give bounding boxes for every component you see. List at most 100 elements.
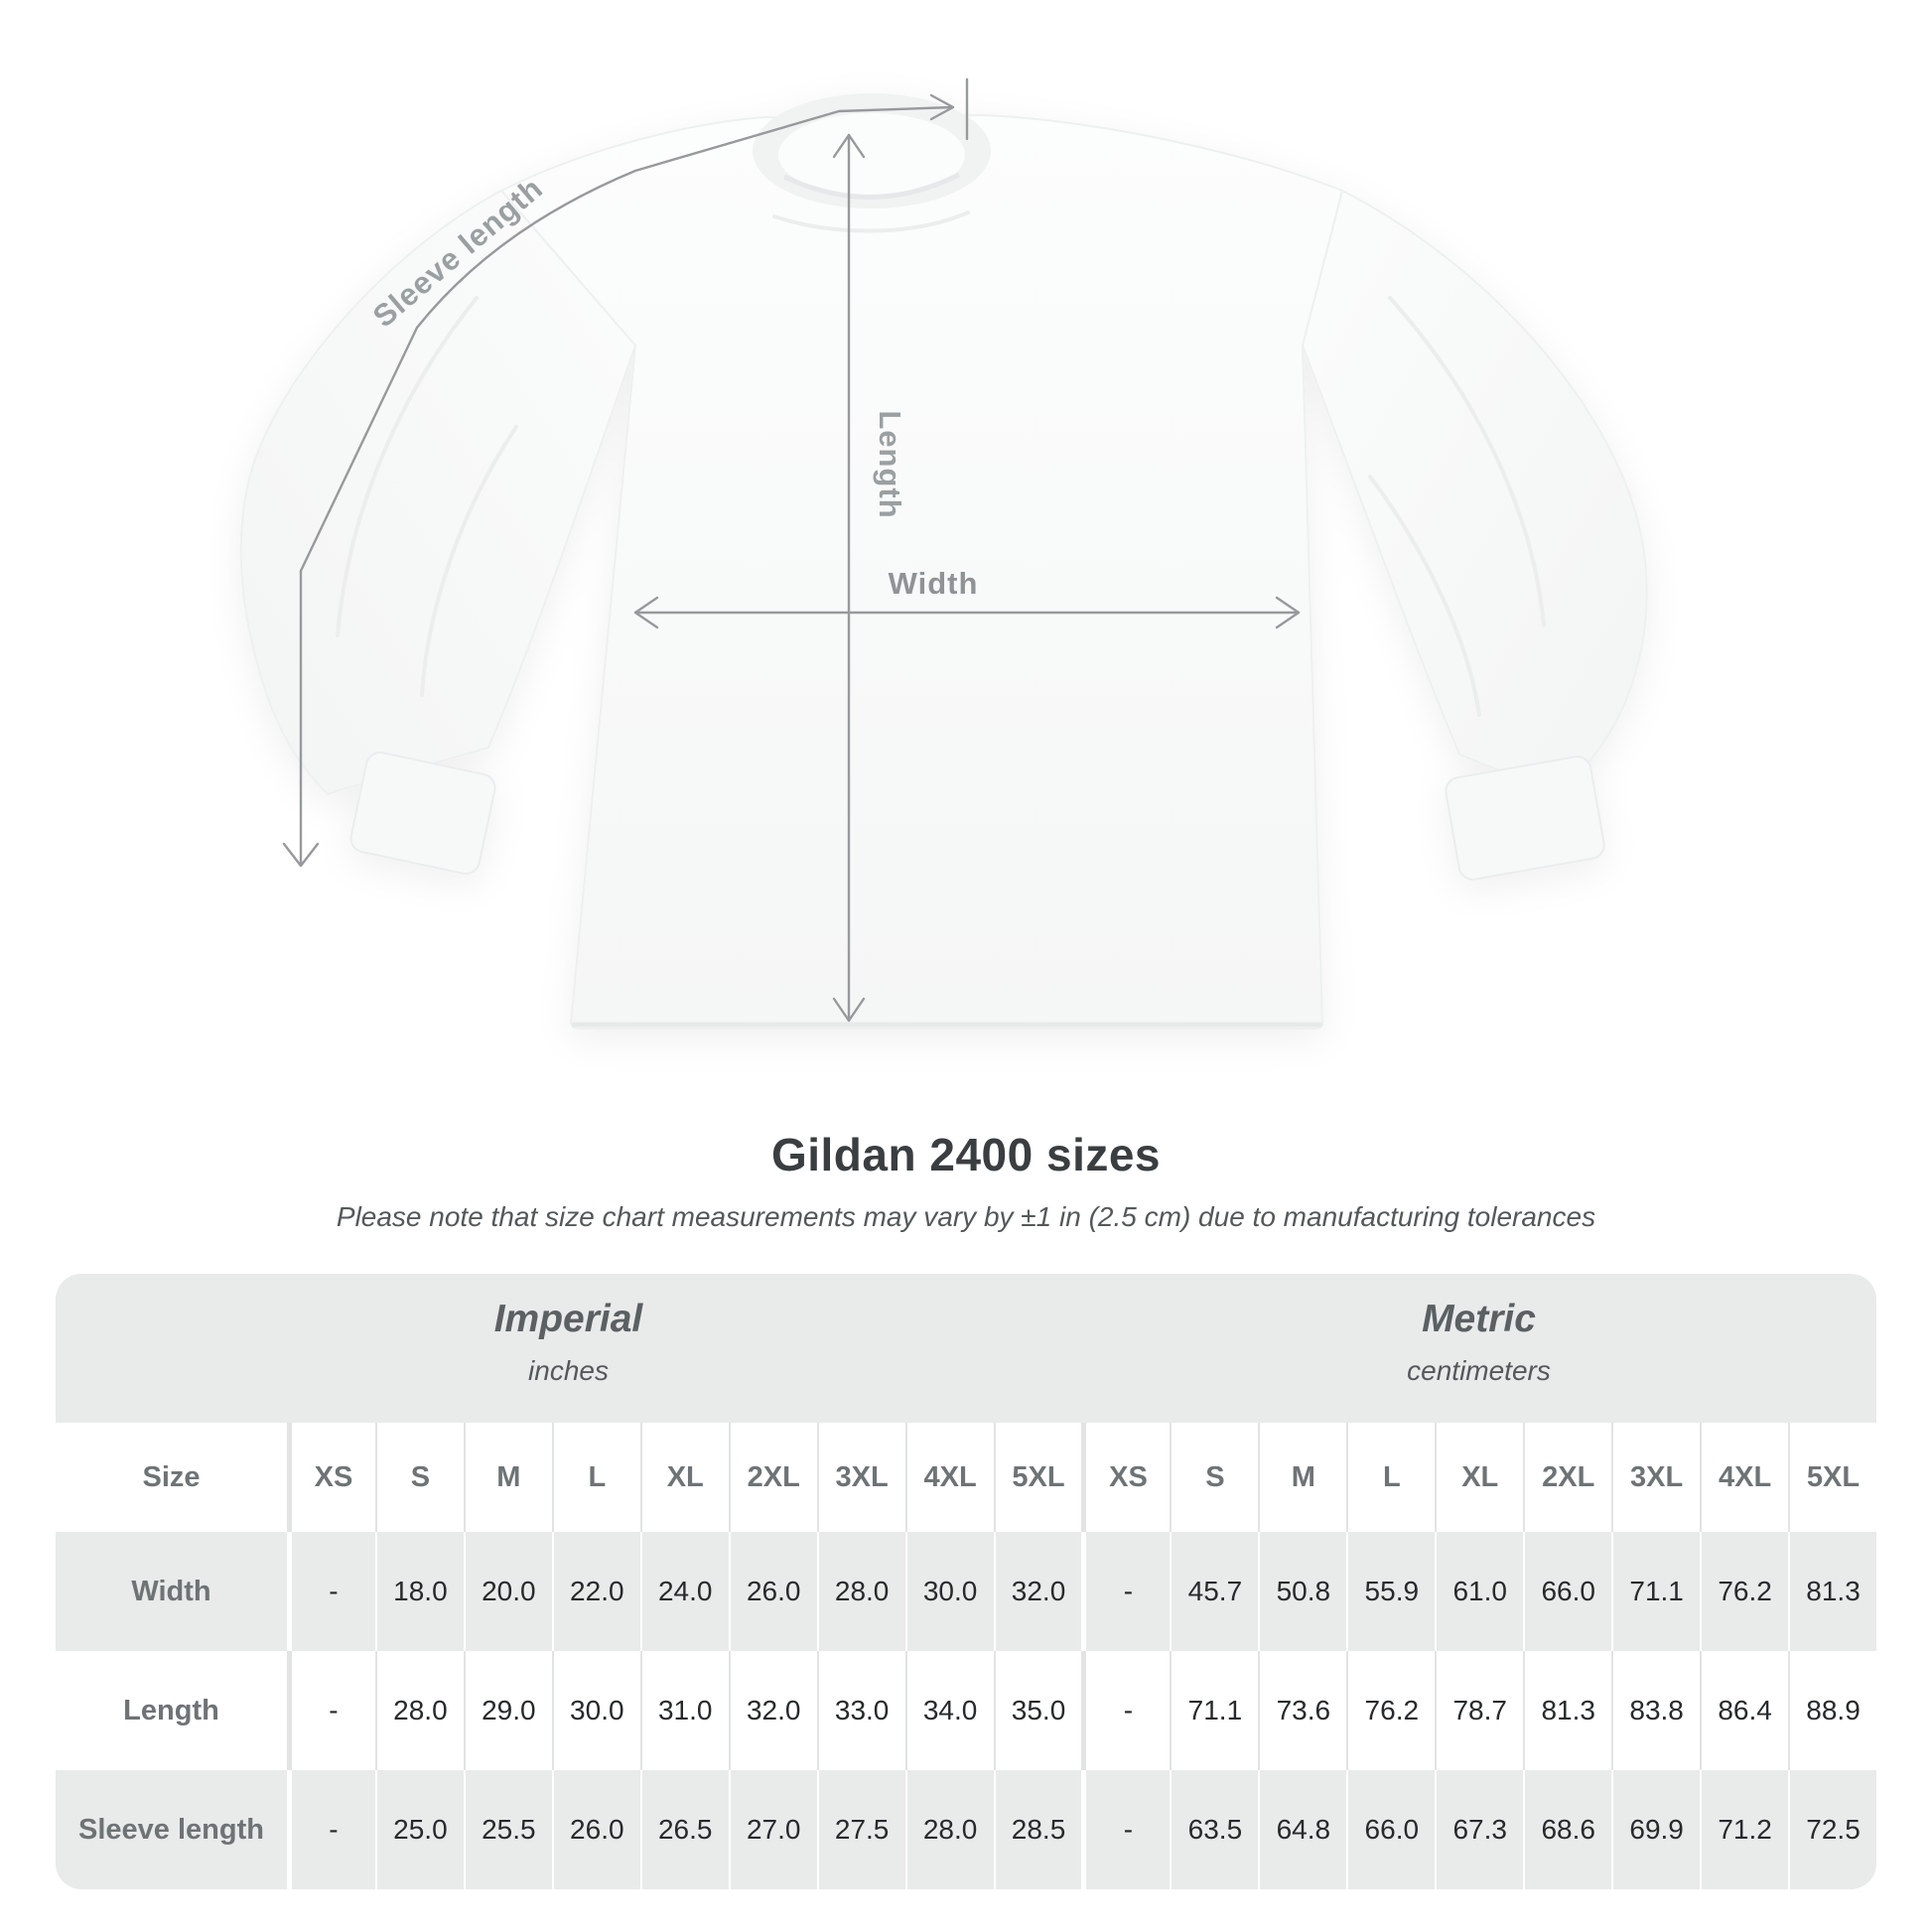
imperial-value-cell: 24.0 <box>639 1532 729 1651</box>
table-row: Length -28.0 29.0 30.0 31.0 32.0 33.0 34.0 35.0-… <box>56 1651 1876 1770</box>
imperial-value-cell: 28.0 <box>374 1651 464 1770</box>
imperial-value-cell: 27.5 <box>816 1770 905 1889</box>
sleeve-length-line <box>299 105 955 866</box>
metric-value-cell: - <box>1081 1651 1170 1770</box>
imperial-value-cell: 28.5 <box>993 1770 1082 1889</box>
imperial-value-cell: - <box>287 1651 375 1770</box>
width-arrow-left <box>633 596 659 629</box>
metric-value-cell: 66.0 <box>1346 1770 1435 1889</box>
imperial-value-cell: 26.5 <box>639 1770 729 1889</box>
imperial-value-cell: - <box>287 1532 375 1651</box>
shirt-collar-inner <box>778 113 965 197</box>
metric-unit-label: centimeters <box>1407 1355 1551 1386</box>
metric-value-cell: 61.0 <box>1435 1532 1523 1651</box>
imperial-value-cell: 28.0 <box>904 1770 994 1889</box>
imperial-unit-label: inches <box>528 1355 609 1386</box>
table-row: Size XS S M L XL 2XL 3XL 4XL 5XL XS S M L XL 2XL 3XL 4XL 5… <box>56 1423 1876 1532</box>
imperial-value-cell: 27.0 <box>728 1770 817 1889</box>
metric-value-cell: 71.2 <box>1700 1770 1788 1889</box>
size-header-imperial: 4XL <box>904 1423 994 1532</box>
imperial-value-cell: 33.0 <box>816 1651 905 1770</box>
metric-value-cell: 71.1 <box>1170 1651 1258 1770</box>
sleeve-length-arrow-right <box>929 93 955 121</box>
size-header-imperial: 3XL <box>816 1423 905 1532</box>
metric-value-cell: 73.6 <box>1258 1651 1346 1770</box>
imperial-value-cell: 26.0 <box>728 1532 817 1651</box>
imperial-value-cell: 31.0 <box>639 1651 729 1770</box>
imperial-value-cell: 34.0 <box>904 1651 994 1770</box>
metric-group-header: Metric centimeters <box>1081 1274 1876 1423</box>
shirt-illustration <box>239 93 1648 1030</box>
page-subtitle: Please note that size chart measurements… <box>336 1201 1596 1232</box>
table-row: Sleeve length -25.0 25.5 26.0 26.5 27.0 27.5 28… <box>56 1770 1876 1889</box>
size-header-imperial: 5XL <box>993 1423 1082 1532</box>
metric-value-cell: 88.9 <box>1788 1651 1876 1770</box>
imperial-group-header: Imperial inches <box>56 1274 1081 1423</box>
size-header-metric: XS <box>1081 1423 1170 1532</box>
shirt-left-cuff <box>349 751 496 876</box>
metric-value-cell: 72.5 <box>1788 1770 1876 1889</box>
size-header-metric: 5XL <box>1788 1423 1876 1532</box>
metric-value-cell: 71.1 <box>1611 1532 1700 1651</box>
imperial-value-cell: 20.0 <box>463 1532 552 1651</box>
metric-value-cell: 78.7 <box>1435 1651 1523 1770</box>
size-header-metric: XL <box>1435 1423 1523 1532</box>
metric-value-cell: 69.9 <box>1611 1770 1700 1889</box>
imperial-value-cell: 28.0 <box>816 1532 905 1651</box>
width-arrow-right <box>1275 596 1301 629</box>
measurement-lines <box>282 77 1301 1023</box>
shirt-left-sleeve <box>239 189 637 796</box>
width-label: Width <box>889 566 979 601</box>
imperial-value-cell: 30.0 <box>904 1532 994 1651</box>
metric-value-cell: 55.9 <box>1346 1532 1435 1651</box>
shirt-right-cuff <box>1445 756 1605 881</box>
metric-value-cell: - <box>1081 1532 1170 1651</box>
metric-value-cell: 76.2 <box>1700 1532 1788 1651</box>
measurement-row-label: Width <box>131 1575 211 1607</box>
size-header-metric: S <box>1170 1423 1258 1532</box>
metric-value-cell: 81.3 <box>1788 1532 1876 1651</box>
measurement-row-label: Length <box>123 1694 219 1726</box>
imperial-value-cell: 18.0 <box>374 1532 464 1651</box>
size-header-metric: 3XL <box>1611 1423 1700 1532</box>
measurement-row-label: Sleeve length <box>78 1813 264 1846</box>
metric-value-cell: 66.0 <box>1523 1532 1611 1651</box>
metric-value-cell: 50.8 <box>1258 1532 1346 1651</box>
shirt-creases <box>336 210 1546 1028</box>
imperial-value-cell: 29.0 <box>463 1651 552 1770</box>
size-header-imperial: S <box>374 1423 464 1532</box>
metric-value-cell: 67.3 <box>1435 1770 1523 1889</box>
size-table-grid: Size XS S M L XL 2XL 3XL 4XL 5XL XS S M L XL 2XL 3XL 4XL 5… <box>56 1423 1876 1889</box>
metric-value-cell: 63.5 <box>1170 1770 1258 1889</box>
unit-group-band: Imperial inches Metric centimeters <box>56 1274 1876 1423</box>
table-row: Width -18.0 20.0 22.0 24.0 26.0 28.0 30.0 32.0-4… <box>56 1532 1876 1651</box>
size-header-imperial: L <box>551 1423 640 1532</box>
size-header-metric: M <box>1258 1423 1346 1532</box>
page-title: Gildan 2400 sizes <box>770 1129 1162 1180</box>
shirt-right-sleeve <box>1301 189 1648 796</box>
sleeve-length-arrow-down <box>282 842 320 868</box>
imperial-value-cell: 25.0 <box>374 1770 464 1889</box>
length-arrow-up <box>832 133 866 159</box>
imperial-value-cell: 25.5 <box>463 1770 552 1889</box>
imperial-value-cell: 26.0 <box>551 1770 640 1889</box>
metric-value-cell: 83.8 <box>1611 1651 1700 1770</box>
metric-value-cell: 68.6 <box>1523 1770 1611 1889</box>
size-table: Imperial inches Metric centimeters Size X… <box>56 1274 1876 1889</box>
shirt-body <box>499 113 1344 1030</box>
shirt-diagram: Sleeve length Length Width <box>239 77 1648 1030</box>
metric-value-cell: 45.7 <box>1170 1532 1258 1651</box>
size-header-imperial: XS <box>287 1423 375 1532</box>
imperial-value-cell: 32.0 <box>993 1532 1082 1651</box>
imperial-value-cell: - <box>287 1770 375 1889</box>
size-header-imperial: M <box>463 1423 552 1532</box>
size-header-imperial: 2XL <box>728 1423 817 1532</box>
metric-label: Metric <box>1422 1298 1536 1340</box>
size-header-imperial: XL <box>639 1423 729 1532</box>
imperial-value-cell: 30.0 <box>551 1651 640 1770</box>
size-header-metric: 4XL <box>1700 1423 1788 1532</box>
size-column-header: Size <box>142 1460 201 1493</box>
length-arrow-down <box>832 997 866 1023</box>
metric-value-cell: - <box>1081 1770 1170 1889</box>
